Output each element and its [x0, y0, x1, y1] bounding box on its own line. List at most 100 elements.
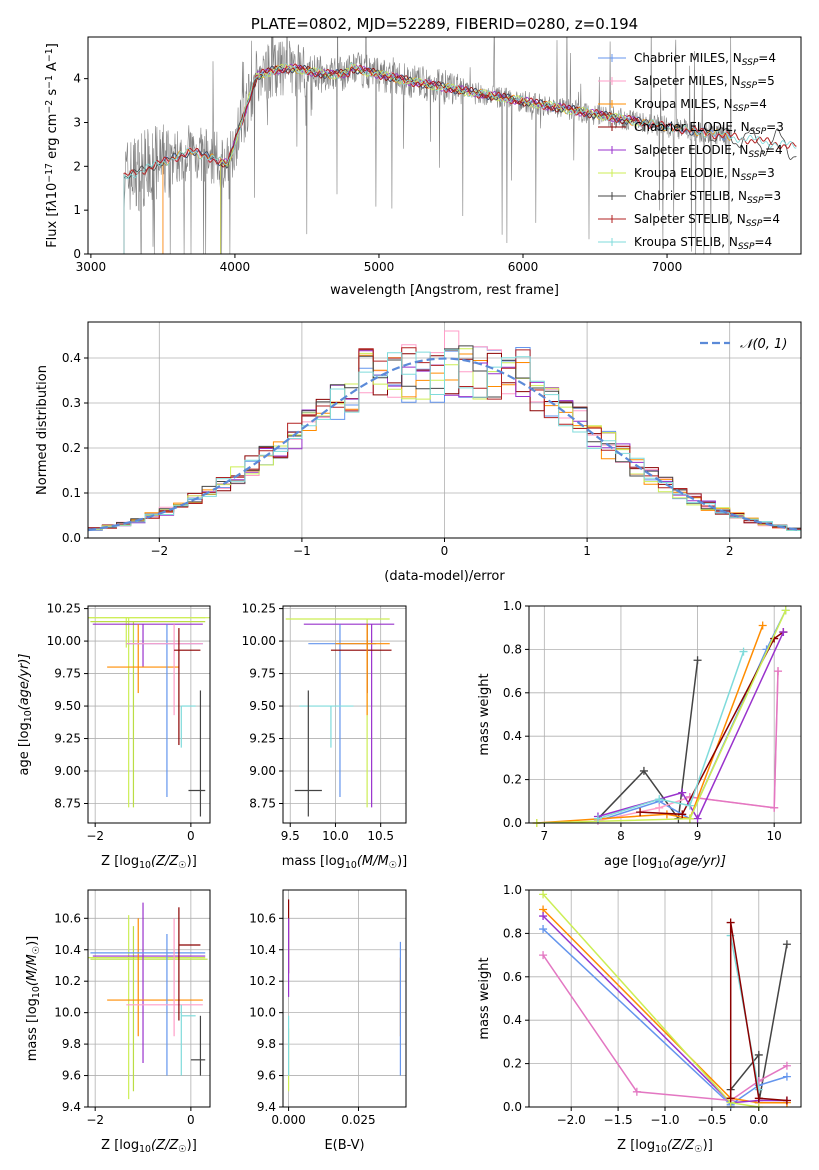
y-tick-label: 9.50 [54, 699, 81, 713]
y-tick-label: 0.2 [62, 441, 81, 455]
x-axis-label: mass [log10(M/M☉)] [282, 854, 408, 871]
x-axis-label-part: (Z/Z [667, 1138, 695, 1153]
y-axis-label-part: ☉ [31, 946, 42, 954]
x-tick-label: 0.000 [271, 1113, 305, 1127]
y-axis-label-part: )] [25, 936, 40, 946]
grid [88, 890, 210, 1108]
mass-weight-point [639, 766, 648, 775]
mass-weight-point [770, 803, 779, 812]
y-tick-label: 10.4 [249, 943, 276, 957]
grid [529, 605, 801, 824]
y-tick-label: 0.8 [503, 926, 522, 940]
y-tick-label: 9.75 [54, 667, 81, 681]
legend-entry-sub: SSP [741, 173, 758, 183]
x-tick-label: 4000 [220, 260, 251, 274]
y-axis-label-part: −2 [44, 100, 55, 114]
line-plot [539, 890, 791, 1111]
age-vs-mass-panel: 9.5 10.0 10.5 8.75 9.00 9.25 9.50 9.75 10.00 10.2… [242, 602, 408, 871]
y-tick-label: 0.4 [62, 351, 81, 365]
legend-entry-sub: SSP [742, 58, 759, 68]
mass-weight-point [655, 795, 664, 804]
y-tick-label: 8.75 [54, 797, 81, 811]
grid [88, 606, 210, 823]
mass-weight-point [782, 1096, 791, 1105]
y-axis-label-part: 10 [45, 183, 60, 200]
x-tick-label: 5000 [364, 260, 395, 274]
legend-entry: Kroupa STELIB, NSSP=4 [634, 235, 772, 252]
legend-entry-name: Kroupa ELODIE, N [634, 166, 741, 180]
mass-weight-point [539, 890, 548, 899]
x-axis-label: (data-model)/error [384, 569, 505, 584]
y-tick-label: 9.75 [249, 667, 276, 681]
legend-entry-count: =4 [749, 97, 767, 111]
y-tick-label: 2 [73, 159, 81, 173]
y-tick-label: 0.0 [503, 816, 522, 830]
x-tick-label: 10 [767, 829, 782, 843]
axes-frame [282, 605, 407, 824]
legend-entry: Chabrier STELIB, NSSP=3 [634, 189, 781, 206]
legend-entry-name: Chabrier STELIB, N [634, 189, 747, 203]
y-tick-label: 4 [73, 72, 81, 86]
y-axis-label: mass weight [477, 957, 492, 1039]
y-axis-label-part: −17 [44, 163, 55, 183]
legend-entry: Salpeter ELODIE, NSSP=4 [634, 143, 783, 160]
y-tick-label: 10.25 [242, 602, 276, 616]
x-axis-label-part: 10 [139, 1144, 151, 1155]
mass-weight-point [782, 940, 791, 949]
y-tick-label: 0.0 [503, 1100, 522, 1114]
mass-weight-line [542, 908, 787, 1104]
y-tick-label: 9.8 [257, 1037, 276, 1051]
y-tick-label: 1 [73, 203, 81, 217]
x-axis-label-part: (M/M [357, 854, 389, 869]
y-tick-label: 0.0 [62, 531, 81, 545]
y-tick-label: 10.25 [47, 602, 81, 616]
model-spectrum-line [220, 63, 638, 254]
mass-weight-line [542, 915, 787, 1104]
grid [529, 889, 801, 1108]
x-axis-label-part: Z [log [617, 1138, 655, 1153]
legend-entry-name: Salpeter MILES, N [634, 74, 741, 88]
mass-weight-point [726, 918, 735, 927]
residual-histogram-step [88, 349, 801, 531]
x-axis-label: Z [log10(Z/Z☉)] [101, 854, 197, 871]
y-axis-label-part: 10 [31, 986, 42, 998]
residuals-panel: −2 −1 0 1 2 0.0 0.1 0.2 0.3 0.4 (data-model)/error… [35, 321, 802, 584]
axes-frame [528, 605, 802, 824]
y-tick-label: 0.6 [503, 686, 522, 700]
mass-vs-metallicity-panel: −2 09.49.69.810.010.210.410.6Z [log10(Z/Z… [25, 889, 211, 1155]
y-tick-label: 1.0 [503, 883, 522, 897]
y-tick-label: 0 [73, 247, 81, 261]
axes-frame [87, 36, 802, 255]
grid [283, 890, 406, 1108]
x-tick-label: 9.5 [281, 829, 300, 843]
mass-weight-point [678, 788, 687, 797]
legend-entry-sub: SSP [748, 150, 765, 160]
x-tick-label: −1.5 [604, 1113, 633, 1127]
spectrum-plot [123, 37, 797, 254]
mass-weight-point [678, 810, 687, 819]
y-axis-label-part: (M/M [25, 954, 40, 986]
mass-weight-point [754, 1085, 763, 1094]
y-axis-label: Normed distribution [35, 365, 50, 495]
legend-entry-name: Salpeter STELIB, N [634, 212, 746, 226]
mass-weight-point [754, 1050, 763, 1059]
x-axis-label-part: Z [log [101, 1138, 139, 1153]
x-axis-label-part: age [log [604, 854, 657, 869]
y-axis-label-part: −1 [44, 48, 55, 62]
x-tick-label: 0 [187, 829, 195, 843]
chart-title: PLATE=0802, MJD=52289, FIBERID=0280, z=0… [251, 15, 638, 33]
mass-weight-line [597, 651, 745, 820]
x-tick-label: −2 [86, 829, 104, 843]
y-tick-label: 0.8 [503, 642, 522, 656]
mass-weight-point [782, 1061, 791, 1070]
legend-entry-name: Chabrier MILES, N [634, 51, 742, 65]
legend-entry-sub: SSP [738, 242, 755, 252]
mass-weight-line [597, 671, 779, 822]
x-axis-label: wavelength [Angstrom, rest frame] [330, 283, 559, 298]
legend-entry-count: =4 [765, 143, 783, 157]
y-axis-label-part: Flux [f [45, 207, 60, 248]
mass-weight-point [539, 912, 548, 921]
errorbar-plot [287, 899, 402, 1092]
